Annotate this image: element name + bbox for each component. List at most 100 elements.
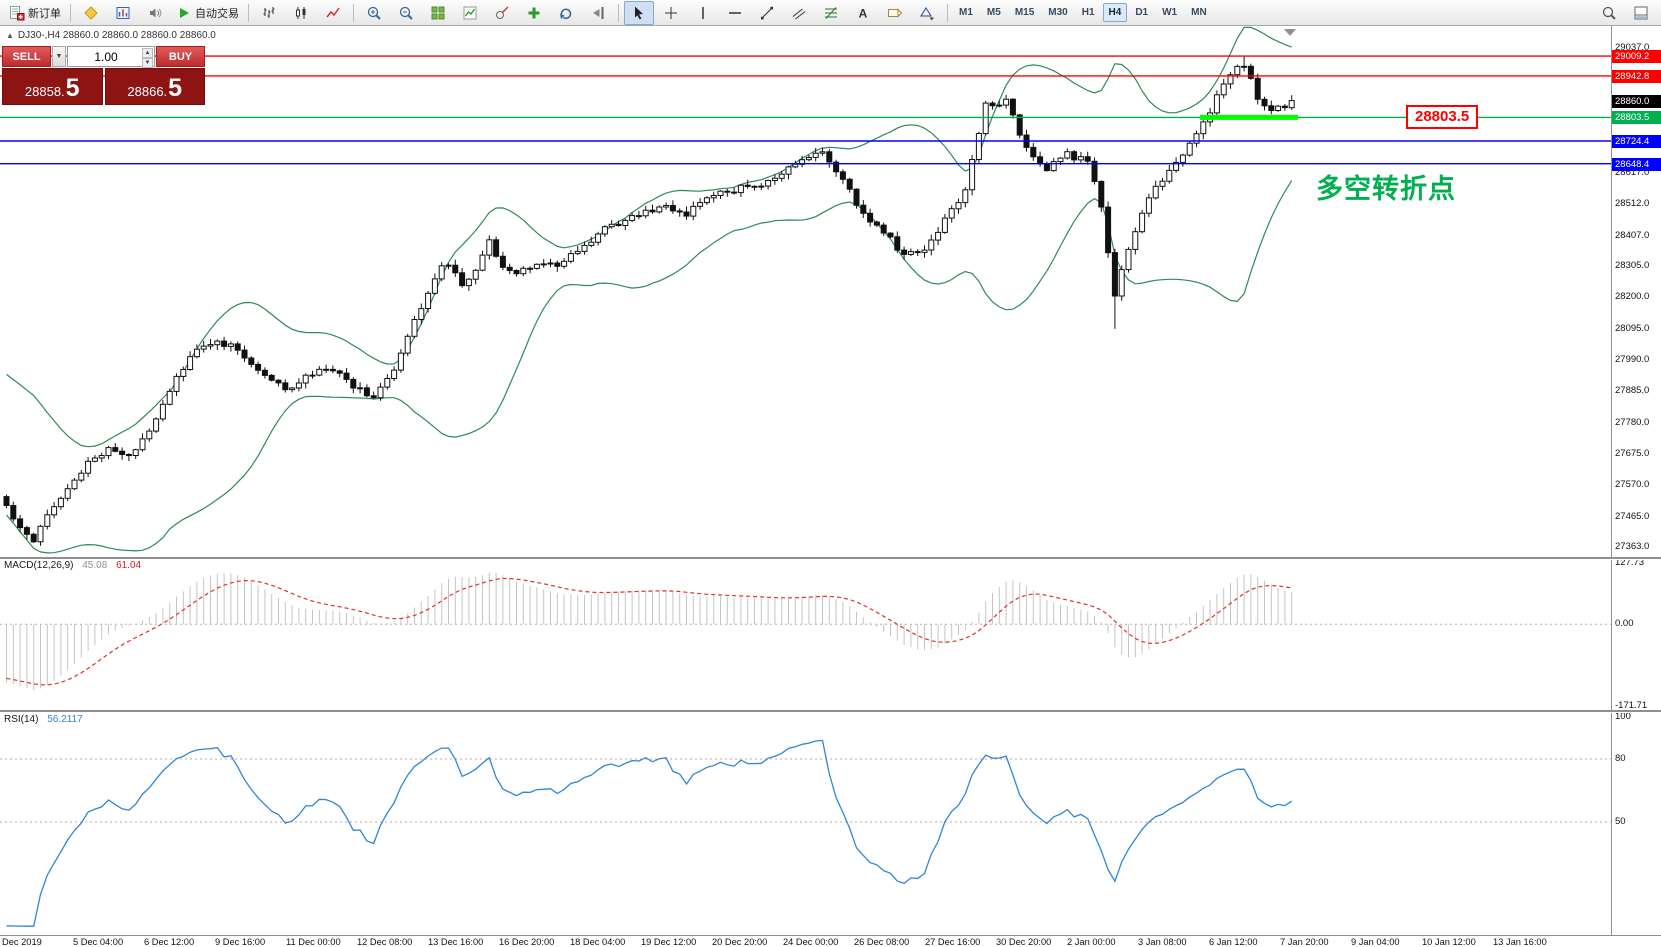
price-line-label: 28724.4 [1612, 135, 1661, 149]
market-watch-button[interactable] [76, 1, 106, 25]
add-indicator-button[interactable] [519, 1, 549, 25]
volume-input[interactable] [68, 47, 154, 66]
bid-price-block[interactable]: 28858. 5 [2, 68, 103, 105]
trade-panel-toggle-icon[interactable]: ▲ [6, 31, 14, 40]
depth-of-market-button[interactable] [108, 1, 138, 25]
time-axis-label: 3 Jan 08:00 [1138, 937, 1187, 947]
axis-tick-label: 28305.0 [1615, 260, 1650, 272]
price-line-label: 28860.0 [1612, 94, 1661, 108]
price-line-label: 29009.2 [1612, 50, 1661, 64]
zoom-out-button[interactable] [391, 1, 421, 25]
cursor-button[interactable] [624, 0, 654, 25]
search-button[interactable] [1594, 1, 1624, 25]
horizontal-lines-layer[interactable] [0, 55, 1611, 165]
trendline-icon [761, 6, 773, 19]
text-icon: A [859, 6, 868, 20]
line-chart-button[interactable] [318, 1, 348, 25]
time-axis-label: 2 Jan 00:00 [1067, 937, 1116, 947]
sell-button[interactable]: SELL [2, 46, 51, 67]
horizontal-line-button[interactable] [720, 1, 750, 25]
rsi-panel[interactable] [0, 712, 1611, 935]
bar-chart-button[interactable] [254, 1, 284, 25]
hline-icon [729, 11, 741, 14]
time-axis-label: 6 Jan 12:00 [1209, 937, 1258, 947]
timeframe-mn[interactable]: MN [1191, 7, 1207, 18]
axis-tick-label: 27570.0 [1615, 479, 1650, 491]
axis-tick-label: 27780.0 [1615, 416, 1650, 428]
indicators-list-button[interactable] [455, 1, 485, 25]
crosshair-icon [665, 6, 677, 19]
new-order-icon [10, 5, 25, 20]
volume-spinner[interactable]: ▲ ▼ [142, 48, 153, 68]
new-order-button[interactable]: 新订单 [5, 1, 65, 25]
time-axis-label: 30 Dec 20:00 [996, 937, 1052, 947]
crosshair-button[interactable] [656, 1, 686, 25]
toolbar-separator [353, 3, 354, 22]
time-axis[interactable]: Dec 2019 5 Dec 04:00 6 Dec 12:00 9 Dec 16:0… [0, 935, 1661, 947]
macd-panel[interactable] [0, 559, 1611, 710]
time-axis-label: 9 Dec 16:00 [215, 937, 266, 947]
panels-button[interactable] [1626, 1, 1656, 25]
axis-tick-label: 27885.0 [1615, 385, 1650, 397]
axis-tick-label: -171.71 [1615, 700, 1648, 712]
text-button[interactable]: A [848, 1, 878, 25]
buy-button[interactable]: BUY [156, 46, 205, 67]
channel-button[interactable] [784, 1, 814, 25]
timeframe-m15[interactable]: M15 [1014, 7, 1035, 18]
pane-separator[interactable] [0, 710, 1661, 713]
price-chart[interactable] [0, 26, 1611, 557]
timeframe-m30[interactable]: M30 [1048, 7, 1068, 18]
axis-tick-label: 100 [1615, 711, 1631, 722]
sounds-button[interactable] [140, 1, 170, 25]
timeframe-h1[interactable]: H1 [1081, 7, 1095, 18]
label-button[interactable] [880, 1, 910, 25]
macd-signal-value: 61.04 [116, 560, 142, 571]
axis-tick-label: 28200.0 [1615, 291, 1650, 303]
axis-tick-label: 27363.0 [1615, 541, 1650, 553]
candle-chart-button[interactable] [286, 1, 316, 25]
axis-tick-label: 27990.0 [1615, 354, 1650, 366]
tile-icon [431, 6, 445, 19]
vertical-line-button[interactable] [688, 1, 718, 25]
timeframe-d1[interactable]: D1 [1135, 7, 1149, 18]
axis-tick-label: 27465.0 [1615, 510, 1650, 522]
sound-icon [150, 8, 162, 17]
order-type-dropdown[interactable]: ▼ [52, 46, 66, 67]
zoom-in-button[interactable] [359, 1, 389, 25]
chart-shift-button[interactable] [583, 1, 613, 25]
macd-histogram [6, 572, 1293, 690]
label-icon [888, 7, 903, 18]
ask-price-block[interactable]: 28866. 5 [104, 68, 205, 105]
axis-tick-label: 50 [1615, 816, 1626, 827]
toolbar-separator [618, 3, 619, 22]
trendline-button[interactable] [752, 1, 782, 25]
objects-list-button[interactable] [487, 1, 517, 25]
price-callout[interactable]: 28803.5 [1406, 105, 1479, 129]
tile-windows-button[interactable] [423, 1, 453, 25]
cursor-icon [635, 6, 643, 19]
chart-annotation[interactable]: 多空转折点 [1316, 174, 1456, 204]
support-highlight[interactable] [1200, 114, 1298, 120]
time-axis-label: 6 Dec 12:00 [144, 937, 195, 947]
macd-name: MACD(12,26,9) [4, 560, 74, 571]
bollinger-bands [6, 26, 1293, 554]
price-axis[interactable]: 29037.0 28617.0 28512.0 28407.0 28305.0 28200… [1611, 26, 1661, 935]
auto-trading-button[interactable]: 自动交易 [172, 1, 243, 25]
timeframe-m1[interactable]: M1 [959, 7, 973, 18]
zoom-out-icon [399, 6, 413, 20]
fibonacci-button[interactable] [816, 1, 846, 25]
chart-ohlc-label: DJ30-,H4 28860.0 28860.0 28860.0 28860.0 [17, 30, 216, 41]
price-line-label: 28803.5 [1612, 111, 1661, 125]
pane-separator[interactable] [0, 557, 1661, 560]
bid-price: 28858. [24, 84, 65, 99]
timeframe-h4[interactable]: H4 [1102, 3, 1128, 22]
shapes-button[interactable] [912, 1, 942, 25]
axis-tick-label: 0.00 [1615, 618, 1634, 630]
timeframe-w1[interactable]: W1 [1162, 7, 1178, 18]
chart-shift-marker[interactable] [1284, 29, 1296, 36]
axis-tick-label: 28512.0 [1615, 198, 1650, 210]
auto-scroll-button[interactable] [551, 1, 581, 25]
timeframe-m5[interactable]: M5 [986, 7, 1001, 18]
axis-tick-label: 28407.0 [1615, 229, 1650, 241]
